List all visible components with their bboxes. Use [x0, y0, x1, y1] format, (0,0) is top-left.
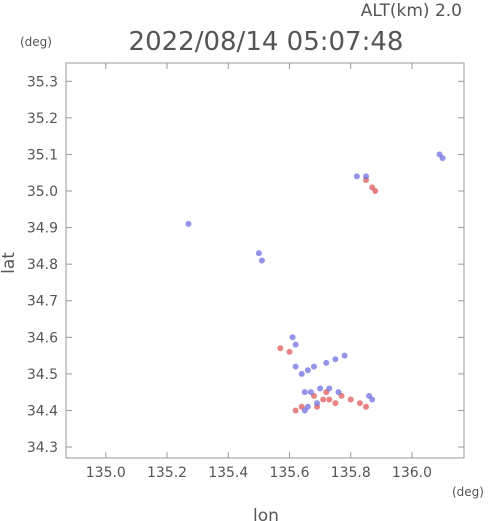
data-point-series-2 — [363, 173, 370, 180]
data-point-series-2 — [258, 257, 265, 264]
x-tick-label: 135.2 — [147, 465, 187, 481]
data-point-series-2 — [341, 352, 348, 359]
y-tick-label: 34.5 — [27, 367, 58, 383]
data-point-series-2 — [310, 363, 317, 370]
data-point-series-1 — [326, 396, 333, 403]
data-point-series-2 — [307, 389, 314, 396]
y-tick-label: 35.1 — [27, 147, 58, 163]
plot-frame — [65, 62, 465, 459]
data-point-series-2 — [255, 250, 262, 257]
chart-title: 2022/08/14 05:07:48 — [129, 27, 404, 57]
data-point-series-2 — [298, 370, 305, 377]
y-unit-label: (deg) — [20, 35, 52, 49]
y-tick-label: 35.2 — [27, 111, 58, 127]
data-point-series-2 — [323, 359, 330, 366]
data-point-series-1 — [347, 396, 354, 403]
y-tick-label: 34.4 — [27, 403, 58, 419]
data-point-series-2 — [332, 356, 339, 363]
data-point-series-2 — [292, 341, 299, 348]
y-axis-label: lat — [0, 252, 19, 274]
x-tick-label: 135.6 — [269, 465, 309, 481]
x-tick-label: 135.4 — [208, 465, 248, 481]
data-point-series-2 — [185, 220, 192, 227]
x-axis-label: lon — [253, 506, 279, 521]
data-point-series-2 — [289, 334, 296, 341]
altitude-label: ALT(km) 2.0 — [361, 1, 462, 21]
data-point-series-2 — [314, 400, 321, 407]
data-point-series-1 — [372, 188, 379, 195]
x-tick-label: 135.0 — [86, 465, 126, 481]
data-point-series-1 — [332, 400, 339, 407]
y-tick-label: 34.9 — [27, 221, 58, 237]
axes: 34.3 34.4 34.5 34.6 34.7 34.8 34.9 35.0 35.1 35.2… — [27, 63, 464, 481]
data-point-series-1 — [320, 396, 327, 403]
data-point-series-2 — [304, 367, 311, 374]
data-point-series-2 — [292, 363, 299, 370]
data-points — [185, 151, 446, 414]
data-point-series-1 — [286, 348, 293, 355]
y-tick-label: 34.3 — [27, 440, 58, 456]
y-tick-label: 35.0 — [27, 184, 58, 200]
y-tick-label: 35.3 — [27, 74, 58, 90]
x-unit-label: (deg) — [452, 485, 484, 499]
y-tick-label: 34.8 — [27, 257, 58, 273]
y-tick-label: 34.7 — [27, 294, 58, 310]
data-point-series-2 — [335, 389, 342, 396]
data-point-series-2 — [439, 155, 446, 162]
x-tick-label: 135.8 — [331, 465, 371, 481]
x-tick-label: 136.0 — [392, 465, 432, 481]
data-point-series-2 — [301, 407, 308, 414]
data-point-series-2 — [353, 173, 360, 180]
data-point-series-2 — [326, 385, 333, 392]
data-point-series-1 — [356, 400, 363, 407]
data-point-series-1 — [292, 407, 299, 414]
data-point-series-2 — [317, 385, 324, 392]
data-point-series-1 — [363, 403, 370, 410]
y-tick-label: 34.6 — [27, 330, 58, 346]
data-point-series-2 — [369, 396, 376, 403]
data-point-series-2 — [301, 389, 308, 396]
data-point-series-1 — [277, 345, 284, 352]
